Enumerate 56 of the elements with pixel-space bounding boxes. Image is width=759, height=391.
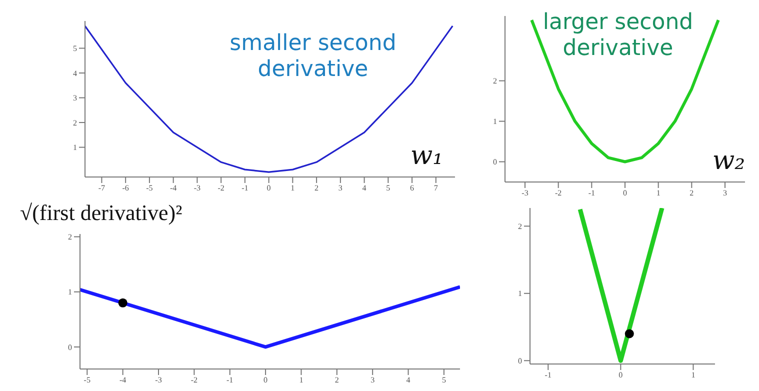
y-tick-label: 0 <box>68 342 72 352</box>
x-tick-label: -5 <box>146 184 153 193</box>
y-tick-label: 0 <box>493 158 497 167</box>
x-tick-label: -3 <box>194 184 201 193</box>
y-tick-label: 3 <box>73 94 77 103</box>
x-tick-label: 4 <box>362 184 366 193</box>
x-tick-label: 5 <box>386 184 390 193</box>
annotation: larger second derivative <box>542 10 694 63</box>
annotation: smaller second derivative <box>228 31 398 84</box>
y-tick-label: 0 <box>518 356 522 366</box>
text: √(first derivative)² <box>20 200 182 226</box>
x-tick-label: -1 <box>588 188 596 198</box>
x-tick-label: 2 <box>334 376 339 385</box>
y-tick-label: 5 <box>73 44 77 54</box>
x-tick-label: 1 <box>299 376 304 385</box>
line-series <box>85 25 454 173</box>
x-axis-title: w₂ <box>712 146 745 176</box>
y-tick-label: 1 <box>73 143 77 152</box>
y-tick-label: 2 <box>73 118 77 128</box>
x-tick-label: -2 <box>218 184 224 193</box>
x-tick-label: -1 <box>544 370 552 380</box>
x-tick-label: 0 <box>623 188 627 198</box>
x-tick-label: 0 <box>264 376 268 385</box>
x-tick-label: 3 <box>723 188 727 198</box>
x-tick-label: -2 <box>554 188 562 198</box>
x-tick-label: -1 <box>226 376 234 385</box>
x-tick-label: -1 <box>242 184 248 193</box>
y-tick-label: 1 <box>493 117 497 126</box>
x-tick-label: -5 <box>84 376 90 385</box>
x-tick-label: 0 <box>266 184 271 193</box>
x-tick-label: -6 <box>122 184 129 193</box>
y-tick-label: 4 <box>73 68 77 78</box>
x-tick-label: -2 <box>190 376 198 385</box>
y-tick-label: 1 <box>518 289 522 298</box>
x-tick-label: 1 <box>290 184 295 193</box>
x-tick-label: 2 <box>690 188 694 198</box>
x-tick-label: 2 <box>314 184 319 193</box>
y-tick-label: 2 <box>518 222 522 231</box>
x-tick-label: 3 <box>338 184 342 193</box>
x-tick-label: -3 <box>522 188 528 198</box>
x-tick-label: 0 <box>618 370 623 380</box>
x-tick-label: 4 <box>406 376 410 385</box>
x-tick-label: -3 <box>155 376 162 385</box>
x-tick-label: -4 <box>170 184 177 193</box>
y-tick-label: 1 <box>68 288 72 297</box>
x-tick-label: 3 <box>370 376 375 385</box>
x-tick-label: 6 <box>410 184 414 193</box>
x-axis-title: w₁ <box>410 141 443 171</box>
x-tick-label: -4 <box>119 376 126 385</box>
x-tick-label: 1 <box>656 188 660 198</box>
y-tick-label: 2 <box>493 76 497 86</box>
x-tick-label: 1 <box>691 370 696 380</box>
x-tick-label: 5 <box>442 376 446 385</box>
x-tick-label: -7 <box>98 184 106 193</box>
x-tick-label: 7 <box>434 184 438 193</box>
y-tick-label: 2 <box>68 232 72 242</box>
